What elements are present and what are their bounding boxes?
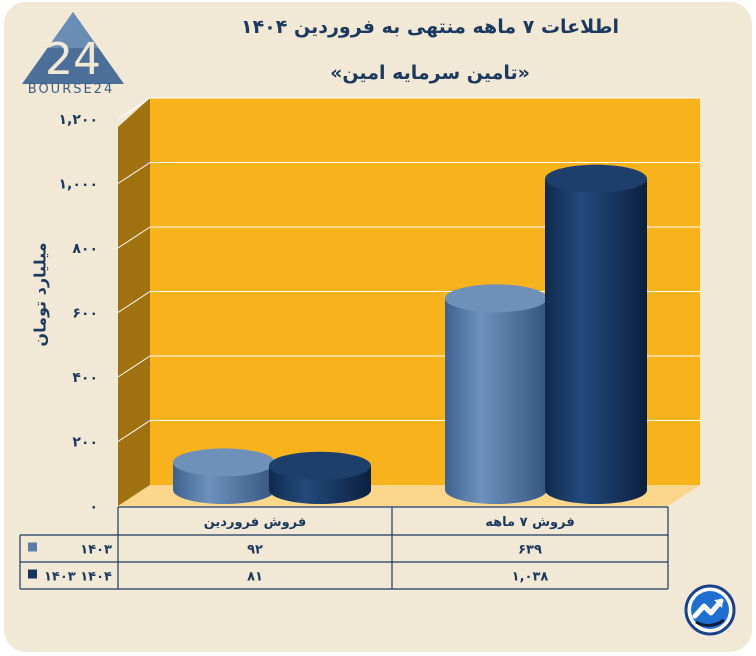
legend-entry: ۱۴۰۳ ۱۴۰۴	[44, 570, 112, 585]
y-tick-label: ۱,۰۰۰	[59, 177, 99, 193]
bars	[173, 164, 647, 504]
category-label: فروش ۷ ماهه	[485, 515, 574, 530]
legend-swatch	[28, 542, 37, 552]
data-cell: ۸۱	[247, 570, 263, 585]
legend-swatch	[28, 569, 37, 579]
bar-1403-seven-month	[445, 298, 547, 504]
bar-top-1403-farvardin	[173, 448, 275, 477]
data-cell: ۹۲	[247, 543, 263, 558]
gridline-side	[117, 162, 151, 184]
y-ticks: ۰ ۲۰۰ ۴۰۰ ۶۰۰ ۸۰۰ ۱,۰۰۰ ۱,۲۰۰	[59, 97, 700, 515]
gridline-side	[117, 97, 151, 120]
refresh-chart-icon	[684, 584, 736, 636]
legend-entry: ۱۴۰۳	[80, 543, 112, 558]
bourse24-logo: 24	[18, 8, 128, 108]
data-table: فروش فروردین فروش ۷ ماهه ۱۴۰۳ ۹۲ ۶۳۹ ۱۴۰۳ ۱۴۰…	[19, 506, 669, 590]
y-tick-label: ۲۰۰	[72, 435, 98, 451]
logo-mark: 24	[45, 34, 101, 85]
y-tick-label: ۸۰۰	[72, 241, 98, 257]
gridline-side	[117, 420, 151, 442]
data-cell: ۱,۰۳۸	[512, 570, 549, 585]
y-tick-label: ۱,۲۰۰	[59, 112, 99, 128]
chart-subtitle: «تامین سرمایه امین»	[330, 62, 530, 84]
bar-top-1404-farvardin	[269, 451, 371, 480]
data-cell: ۶۳۹	[518, 543, 542, 558]
y-tick-label: ۶۰۰	[72, 306, 98, 322]
logo-text: BOURSE24	[27, 82, 115, 97]
bar-top-1403-seven-month	[445, 284, 547, 313]
category-label: فروش فروردین	[204, 515, 307, 530]
gridline-side	[117, 291, 151, 313]
y-tick-label: ۰	[89, 499, 98, 515]
bar-top-1404-seven-month	[545, 164, 647, 193]
chart-title: اطلاعات ۷ ماهه منتهی به فروردین ۱۴۰۴	[240, 16, 619, 38]
gridline-side	[117, 226, 151, 249]
gridline-side	[117, 355, 151, 378]
y-tick-label: ۴۰۰	[72, 370, 98, 386]
bar-1404-seven-month	[545, 178, 647, 504]
